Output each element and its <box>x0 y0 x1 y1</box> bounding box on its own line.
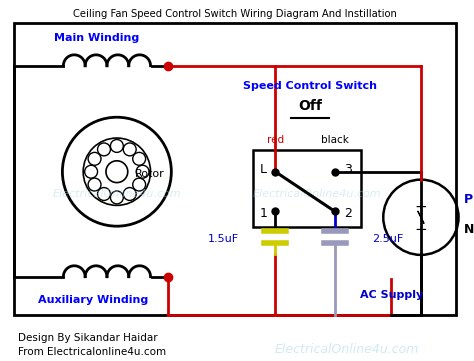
Text: N: N <box>464 223 474 236</box>
Text: From Electricalonline4u.com: From Electricalonline4u.com <box>18 347 166 357</box>
Text: ElectricalOnline4u.com: ElectricalOnline4u.com <box>253 190 381 200</box>
Text: Speed Control Switch: Speed Control Switch <box>243 81 377 91</box>
Text: Main Winding: Main Winding <box>55 33 140 43</box>
Text: Off: Off <box>298 99 322 113</box>
Text: 2.5uF: 2.5uF <box>373 234 404 244</box>
Text: −: − <box>415 222 427 237</box>
Text: Ceiling Fan Speed Control Switch Wiring Diagram And Instillation: Ceiling Fan Speed Control Switch Wiring … <box>73 9 397 19</box>
Bar <box>253 150 362 227</box>
Text: +: + <box>415 200 427 215</box>
Text: ElectricalOnline4u.com: ElectricalOnline4u.com <box>274 343 419 356</box>
Text: P: P <box>464 193 473 206</box>
Text: AC Supply: AC Supply <box>360 291 423 300</box>
Text: red: red <box>267 135 284 145</box>
Text: Design By Sikandar Haidar: Design By Sikandar Haidar <box>18 333 157 343</box>
Text: ElectricalOnline4u.com: ElectricalOnline4u.com <box>53 190 181 200</box>
Text: L: L <box>260 163 267 176</box>
Text: 1: 1 <box>259 207 267 220</box>
Text: Auxiliary Winding: Auxiliary Winding <box>37 295 148 305</box>
Bar <box>14 23 456 315</box>
Text: black: black <box>321 135 349 145</box>
Text: 2: 2 <box>344 207 352 220</box>
Text: Rotor: Rotor <box>135 169 164 179</box>
Text: 1.5uF: 1.5uF <box>208 234 239 244</box>
Text: 3: 3 <box>344 163 352 176</box>
